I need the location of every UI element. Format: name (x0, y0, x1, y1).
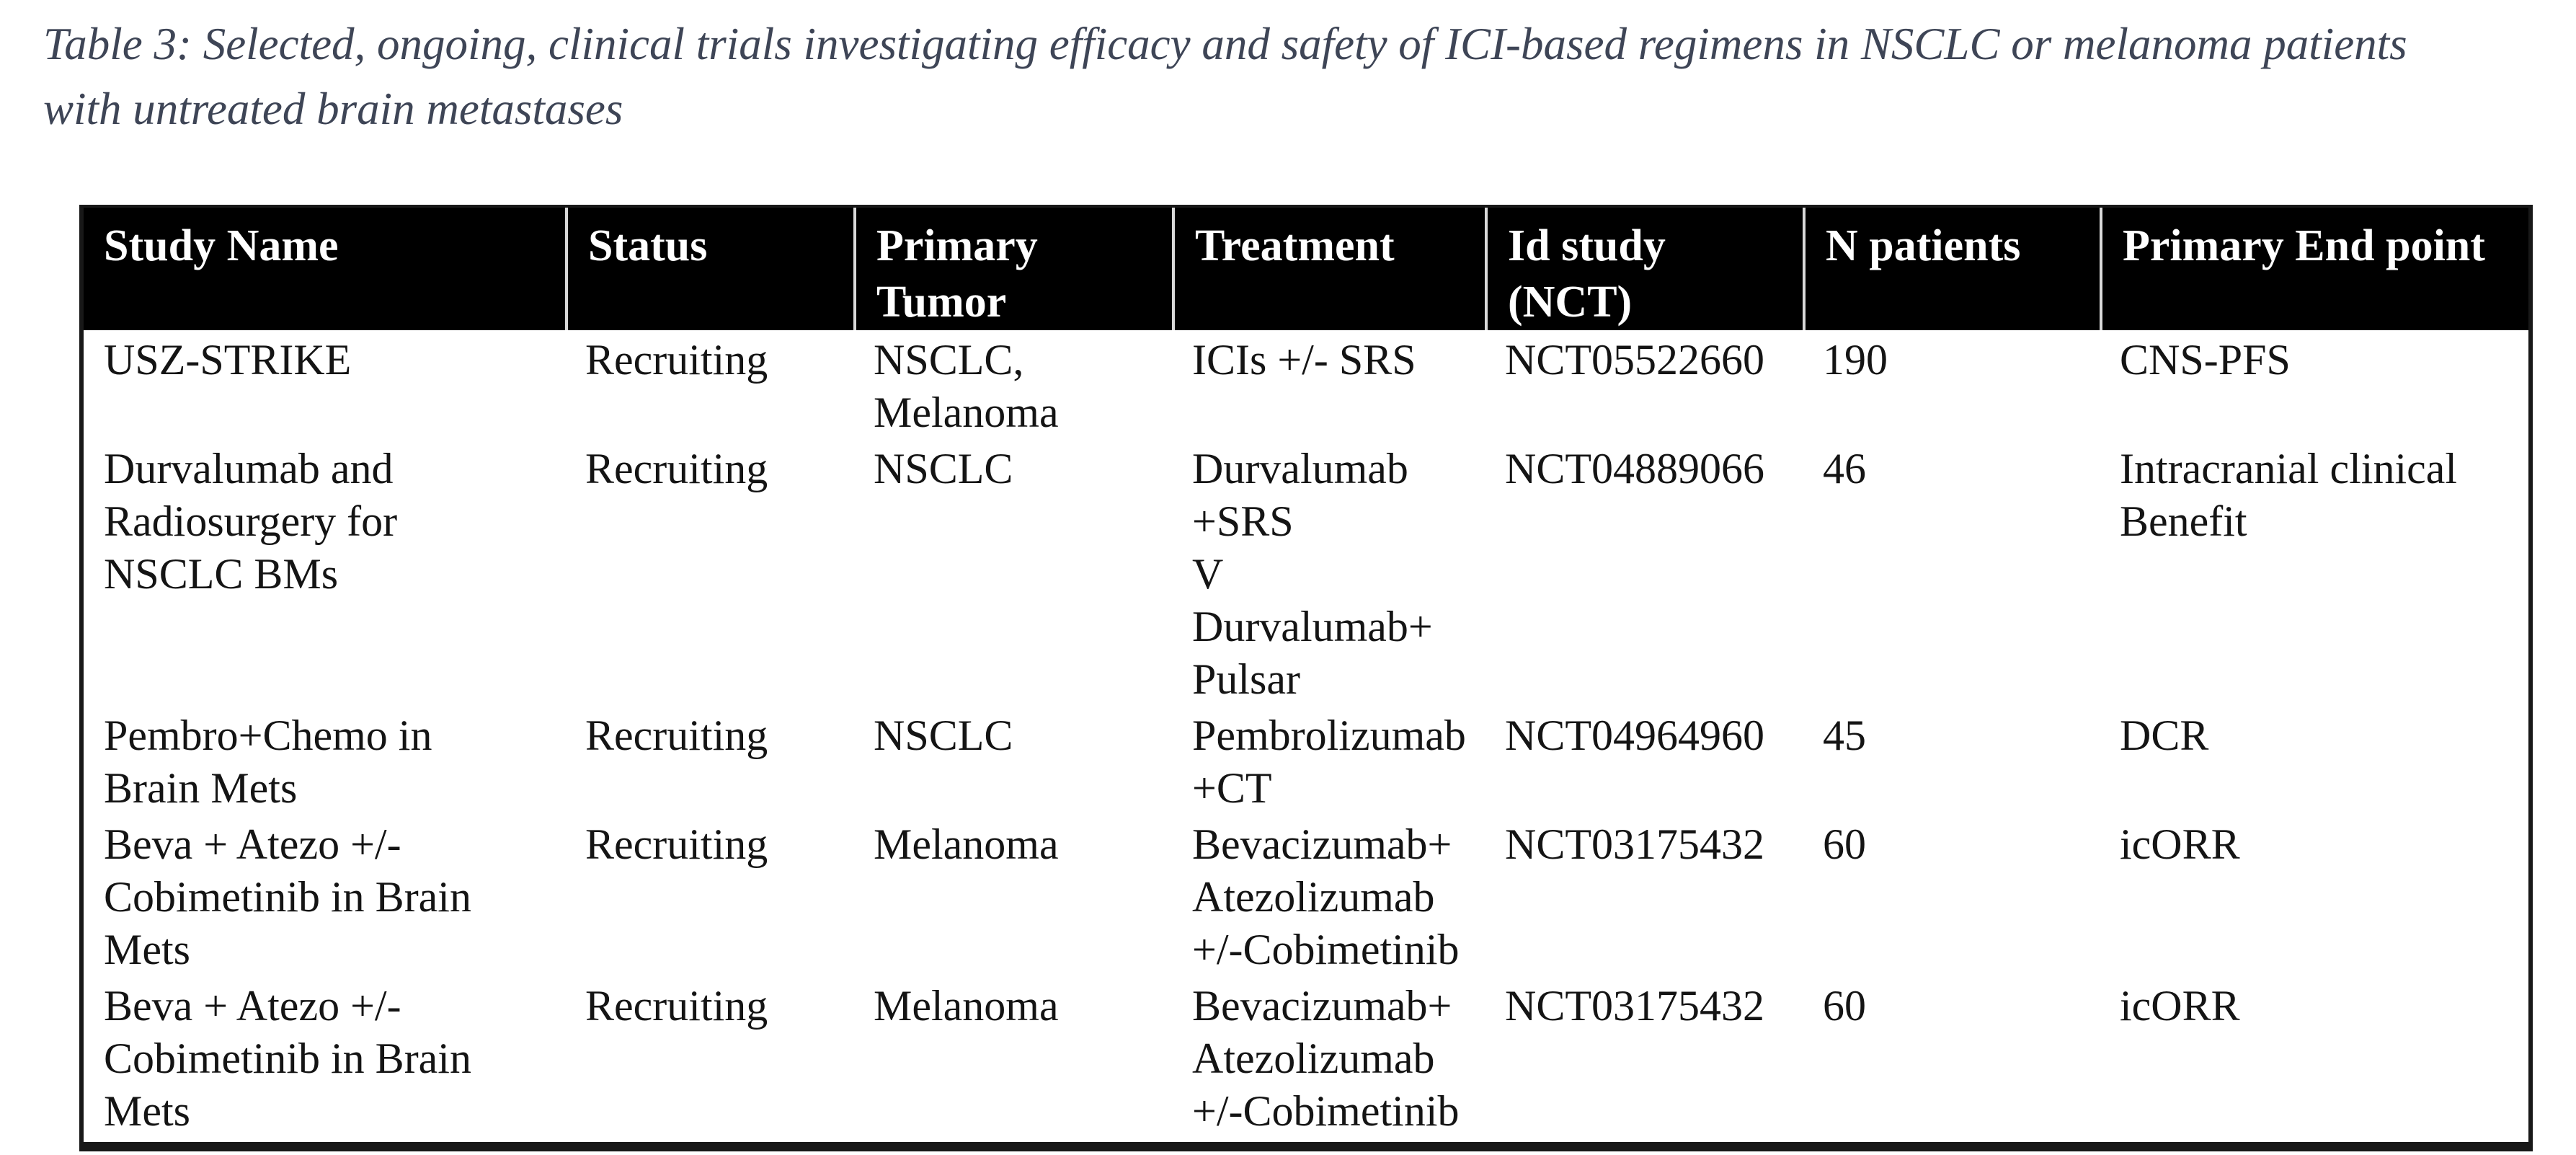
column-header-status: Status (565, 208, 853, 330)
cell-id-study: NCT04964960 (1485, 706, 1803, 815)
cell-n-patients: 60 (1803, 815, 2100, 976)
header-row: Study Name Status Primary Tumor Treatmen… (84, 208, 2528, 330)
cell-primary-end-point: CNS-PFS (2100, 330, 2528, 439)
table-row-beva-atezo-2: Beva + Atezo +/- Cobimetinib in Brain Me… (84, 976, 2528, 1142)
cell-n-patients: 60 (1803, 976, 2100, 1142)
column-header-id-study-nct: Id study (NCT) (1485, 208, 1803, 330)
cell-status: Recruiting (565, 330, 853, 439)
cell-primary-tumor: NSCLC, Melanoma (853, 330, 1172, 439)
cell-treatment: Bevacizumab+ Atezolizumab +/-Cobimetinib (1172, 976, 1485, 1142)
cell-primary-end-point: Intracranial clinical Benefit (2100, 439, 2528, 706)
table-row-durvalumab-radiosurgery: Durvalumab and Radiosurgery for NSCLC BM… (84, 439, 2528, 706)
cell-primary-end-point: icORR (2100, 815, 2528, 976)
cell-primary-tumor: NSCLC (853, 706, 1172, 815)
clinical-trials-table: Study Name Status Primary Tumor Treatmen… (79, 205, 2533, 1151)
table-row-beva-atezo-1: Beva + Atezo +/- Cobimetinib in Brain Me… (84, 815, 2528, 976)
table-caption-line-1: Table 3: Selected, ongoing, clinical tri… (43, 19, 2407, 69)
cell-n-patients: 46 (1803, 439, 2100, 706)
cell-id-study: NCT03175432 (1485, 815, 1803, 976)
cell-primary-end-point: icORR (2100, 976, 2528, 1142)
cell-primary-tumor: Melanoma (853, 815, 1172, 976)
cell-status: Recruiting (565, 439, 853, 706)
cell-primary-tumor: NSCLC (853, 439, 1172, 706)
cell-study-name: Beva + Atezo +/- Cobimetinib in Brain Me… (84, 815, 565, 976)
cell-status: Recruiting (565, 706, 853, 815)
column-header-primary-end-point: Primary End point (2100, 208, 2528, 330)
column-header-treatment: Treatment (1172, 208, 1485, 330)
column-header-n-patients: N patients (1803, 208, 2100, 330)
cell-study-name: USZ-STRIKE (84, 330, 565, 439)
cell-study-name: Durvalumab and Radiosurgery for NSCLC BM… (84, 439, 565, 706)
table-row-pembro-chemo: Pembro+Chemo in Brain Mets Recruiting NS… (84, 706, 2528, 815)
cell-treatment: Bevacizumab+ Atezolizumab +/-Cobimetinib (1172, 815, 1485, 976)
column-header-study-name: Study Name (84, 208, 565, 330)
cell-id-study: NCT05522660 (1485, 330, 1803, 439)
cell-primary-end-point: DCR (2100, 706, 2528, 815)
table-caption: Table 3: Selected, ongoing, clinical tri… (43, 12, 2407, 141)
cell-treatment: ICIs +/- SRS (1172, 330, 1485, 439)
cell-treatment: Durvalumab +SRS V Durvalumab+ Pulsar (1172, 439, 1485, 706)
cell-status: Recruiting (565, 976, 853, 1142)
table-row-usz-strike: USZ-STRIKE Recruiting NSCLC, Melanoma IC… (84, 330, 2528, 439)
cell-n-patients: 190 (1803, 330, 2100, 439)
table-caption-line-2: with untreated brain metastases (43, 84, 623, 134)
cell-study-name: Beva + Atezo +/- Cobimetinib in Brain Me… (84, 976, 565, 1142)
cell-status: Recruiting (565, 815, 853, 976)
column-header-primary-tumor: Primary Tumor (853, 208, 1172, 330)
cell-n-patients: 45 (1803, 706, 2100, 815)
cell-primary-tumor: Melanoma (853, 976, 1172, 1142)
cell-id-study: NCT04889066 (1485, 439, 1803, 706)
cell-id-study: NCT03175432 (1485, 976, 1803, 1142)
cell-treatment: Pembrolizumab +CT (1172, 706, 1485, 815)
cell-study-name: Pembro+Chemo in Brain Mets (84, 706, 565, 815)
